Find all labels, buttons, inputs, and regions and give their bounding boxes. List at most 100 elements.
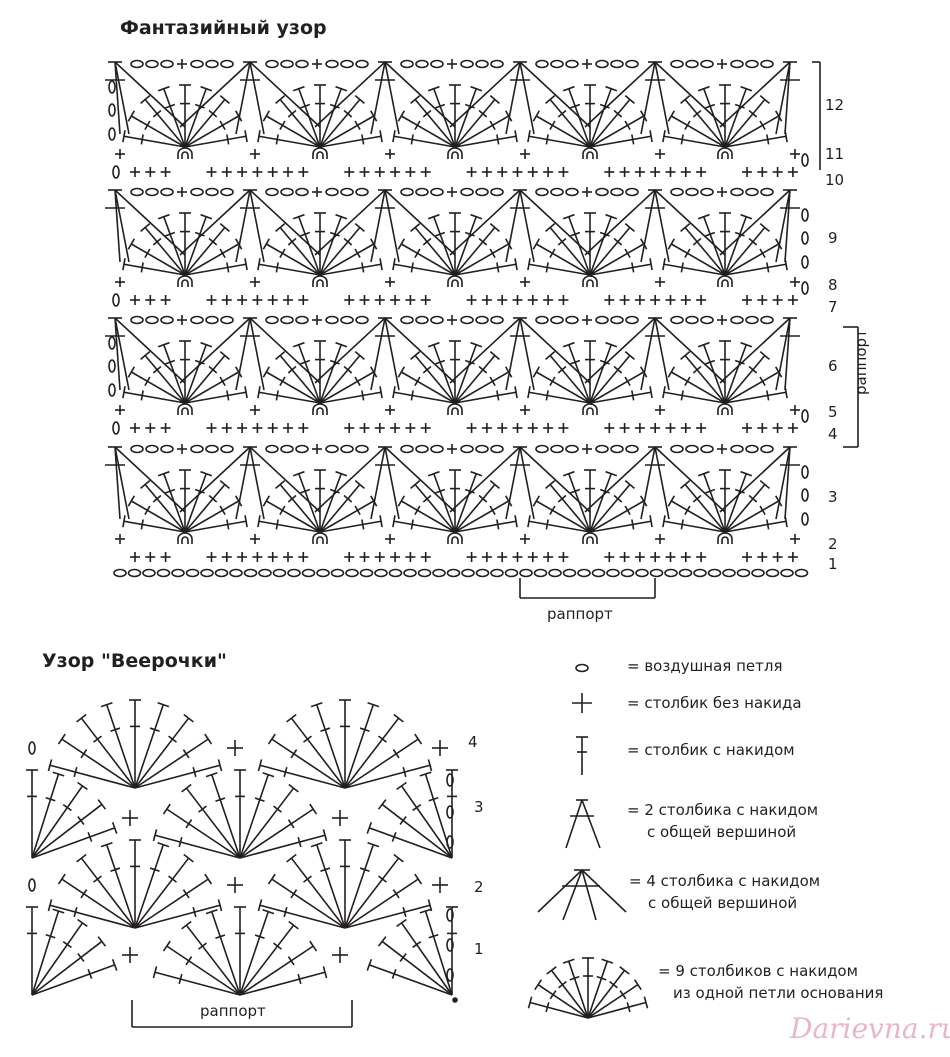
single-crochet-icon bbox=[650, 167, 661, 177]
single-crochet-icon bbox=[390, 423, 401, 433]
single-crochet-icon bbox=[481, 167, 492, 177]
chain-stitch-icon bbox=[415, 187, 429, 197]
single-crochet-icon bbox=[481, 552, 492, 562]
chain-stitch-icon bbox=[533, 568, 548, 578]
single-crochet-icon bbox=[742, 167, 752, 177]
single-crochet-icon bbox=[497, 423, 508, 433]
legend-text-dc: = столбик с накидом bbox=[627, 741, 795, 759]
single-crochet-icon bbox=[237, 552, 248, 562]
single-crochet-icon bbox=[359, 295, 370, 305]
single-crochet-icon bbox=[252, 295, 263, 305]
loop-base-icon bbox=[312, 532, 328, 544]
chain-stitch-icon bbox=[685, 444, 699, 454]
chain-stitch-icon bbox=[610, 59, 624, 69]
chain-stitch-icon bbox=[635, 568, 649, 578]
single-crochet-icon bbox=[237, 423, 248, 433]
chain-stitch-icon bbox=[145, 59, 159, 69]
single-crochet-icon bbox=[177, 187, 187, 197]
single-crochet-icon bbox=[582, 187, 592, 197]
single-crochet-icon bbox=[221, 167, 232, 177]
nine-dc-fan-icon bbox=[662, 469, 788, 533]
four-dc-cluster-icon bbox=[449, 61, 591, 135]
chain-stitch-icon bbox=[316, 568, 330, 578]
nine-dc-fan-icon bbox=[257, 699, 433, 789]
single-crochet-icon bbox=[634, 167, 645, 177]
single-crochet-icon bbox=[481, 423, 492, 433]
chain-stitch-icon bbox=[490, 187, 504, 197]
nine-dc-fan-icon bbox=[152, 769, 328, 859]
chain-stitch-icon bbox=[801, 488, 809, 502]
single-crochet-icon bbox=[655, 149, 665, 159]
single-crochet-icon bbox=[390, 295, 401, 305]
nine-dc-fan-icon bbox=[392, 212, 518, 276]
dot-icon bbox=[452, 997, 458, 1003]
four-dc-cluster-icon bbox=[719, 446, 800, 520]
chain-stitch-icon bbox=[678, 568, 693, 578]
row-number: 2 bbox=[474, 878, 484, 896]
chain-stitch-icon bbox=[190, 187, 204, 197]
single-crochet-icon bbox=[717, 315, 727, 325]
single-crochet-icon bbox=[757, 295, 768, 305]
chain-stitch-icon bbox=[160, 315, 174, 325]
single-crochet-icon bbox=[790, 534, 800, 544]
chain-stitch-icon bbox=[28, 878, 36, 892]
chain-stitch-icon bbox=[475, 315, 489, 325]
chain-stitch-icon bbox=[760, 444, 774, 454]
chain-stitch-icon bbox=[130, 444, 144, 454]
chain-stitch-icon bbox=[625, 59, 639, 69]
rapport-horizontal-label: раппорт bbox=[547, 605, 613, 623]
single-crochet-icon bbox=[420, 167, 431, 177]
chain-stitch-icon bbox=[325, 187, 339, 197]
single-crochet-icon bbox=[252, 552, 263, 562]
half-fan-left-icon bbox=[26, 906, 118, 996]
single-crochet-icon bbox=[252, 167, 263, 177]
chain-stitch-icon bbox=[108, 383, 116, 397]
chain-stitch-icon bbox=[730, 59, 744, 69]
top-chart-title: Фантазийный узор bbox=[120, 17, 327, 39]
single-crochet-icon bbox=[527, 167, 538, 177]
chain-stitch-icon bbox=[28, 741, 36, 755]
single-crochet-icon bbox=[122, 810, 138, 826]
four-dc-cluster-icon bbox=[719, 61, 800, 135]
single-crochet-icon bbox=[447, 444, 457, 454]
chain-stitch-icon bbox=[649, 568, 664, 578]
chain-stitch-icon bbox=[205, 59, 219, 69]
single-crochet-icon bbox=[130, 423, 140, 433]
legend-text-4dc-2: с общей вершиной bbox=[648, 894, 798, 912]
single-crochet-icon bbox=[420, 423, 431, 433]
single-crochet-icon bbox=[619, 423, 630, 433]
single-crochet-icon bbox=[432, 877, 448, 893]
single-crochet-icon bbox=[543, 423, 554, 433]
single-crochet-icon bbox=[130, 552, 140, 562]
nine-dc-fan-icon bbox=[257, 84, 383, 148]
chain-stitch-icon bbox=[403, 568, 417, 578]
nine-dc-fan-icon bbox=[122, 212, 248, 276]
row-number: 12 bbox=[825, 96, 845, 114]
chain-stitch-icon bbox=[430, 59, 444, 69]
single-crochet-icon bbox=[298, 552, 309, 562]
single-crochet-icon bbox=[665, 552, 676, 562]
nine-dc-fan-icon bbox=[47, 699, 223, 789]
chain-stitch-icon bbox=[160, 444, 174, 454]
chain-stitch-icon bbox=[504, 568, 519, 578]
chain-stitch-icon bbox=[229, 568, 243, 578]
loop-base-icon bbox=[582, 147, 598, 159]
nine-dc-fan-icon bbox=[662, 84, 788, 148]
single-crochet-icon bbox=[432, 740, 448, 756]
chain-stitch-icon bbox=[722, 568, 736, 578]
loop-base-icon bbox=[717, 403, 733, 415]
chain-stitch-icon bbox=[432, 568, 446, 578]
chain-stitch-icon bbox=[446, 773, 454, 787]
single-crochet-icon bbox=[543, 295, 554, 305]
chain-stitch-icon bbox=[760, 187, 774, 197]
chain-stitch-icon bbox=[794, 568, 809, 578]
single-crochet-icon bbox=[250, 277, 260, 287]
chain-stitch-icon bbox=[535, 187, 549, 197]
rapport-bracket-vertical bbox=[843, 326, 859, 448]
chain-stitch-icon bbox=[595, 59, 609, 69]
chain-stitch-icon bbox=[610, 444, 624, 454]
chain-stitch-icon bbox=[400, 315, 414, 325]
single-crochet-icon bbox=[385, 277, 395, 287]
single-crochet-icon bbox=[130, 167, 140, 177]
chain-stitch-icon bbox=[490, 315, 504, 325]
